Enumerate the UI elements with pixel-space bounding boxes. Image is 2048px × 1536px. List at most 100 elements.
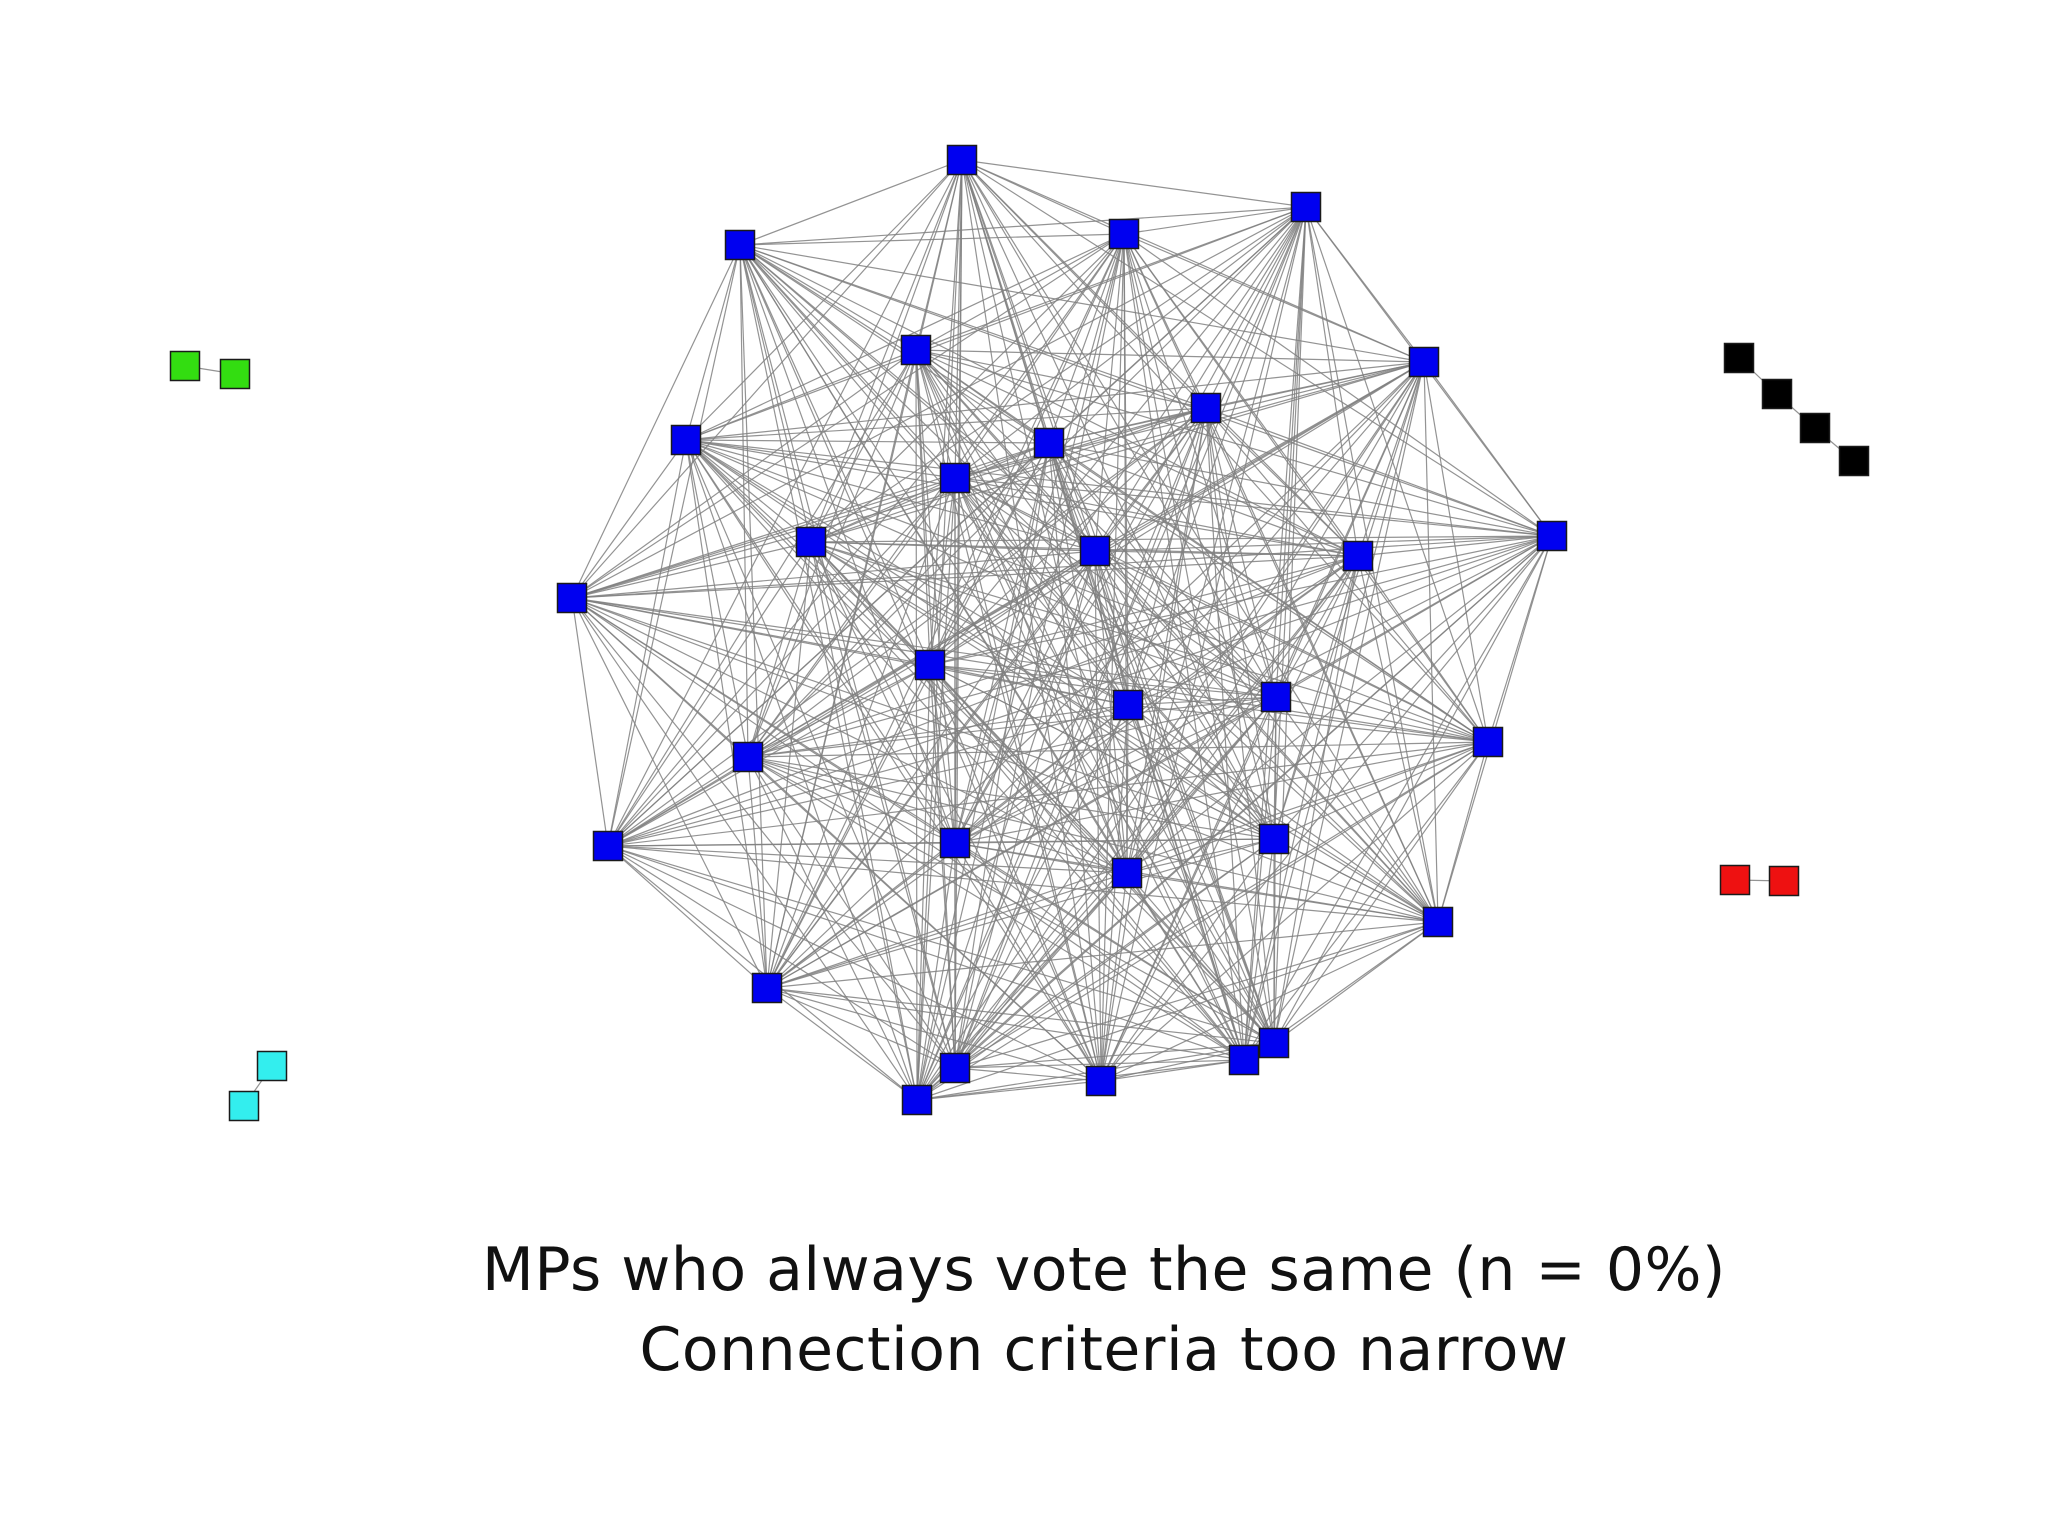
main-cluster-edge (1123, 206, 1307, 235)
main-cluster-edge (1048, 233, 1125, 444)
main-cluster-edge (954, 842, 1245, 1061)
main-cluster-edge (916, 206, 1307, 1101)
main-cluster-edge (1273, 555, 1359, 1044)
main-cluster-edge (607, 704, 1129, 847)
main-cluster-edge (1205, 407, 1275, 840)
main-cluster-edge (929, 535, 1553, 666)
main-cluster-edge (685, 349, 917, 441)
main-cluster-edge (739, 244, 1439, 923)
main-cluster-edge (1100, 741, 1489, 1082)
main-cluster-edge (1205, 407, 1553, 537)
main-cluster-edge (739, 244, 812, 543)
main-cluster-edge (929, 206, 1307, 666)
main-cluster-edge (1357, 361, 1425, 557)
main-cluster-edge (571, 244, 741, 599)
main-cluster-edge (810, 535, 1553, 543)
main-cluster-edge (685, 244, 741, 441)
main-cluster-edge (915, 349, 956, 1069)
main-cluster-edge (810, 541, 1439, 923)
main-cluster-edge (954, 550, 1096, 1069)
main-cluster-edge (954, 535, 1553, 1069)
main-cluster-node (795, 526, 827, 558)
main-cluster-node (670, 424, 702, 456)
main-cluster-edge (685, 159, 963, 441)
main-cluster-edge (1205, 407, 1439, 923)
main-cluster-edge (1423, 361, 1439, 923)
cyan-pair-node (228, 1090, 260, 1122)
main-cluster-edge (961, 159, 1307, 208)
main-cluster-edge (929, 664, 1129, 706)
main-cluster-edge (954, 361, 1425, 844)
main-cluster-edge (916, 442, 1050, 1101)
main-cluster-node (939, 827, 971, 859)
black-chain-node (1723, 342, 1755, 374)
main-cluster-edge (685, 439, 956, 479)
main-cluster-edge (685, 439, 1553, 537)
main-cluster-edge (954, 838, 1275, 844)
main-cluster-edge (1094, 535, 1553, 552)
main-cluster-edge (810, 541, 956, 844)
main-cluster-edge (607, 845, 1275, 1044)
main-cluster-edge (1048, 442, 1275, 840)
main-cluster-node (1258, 823, 1290, 855)
main-cluster-edge (571, 407, 1207, 599)
main-cluster-edge (1126, 838, 1275, 874)
main-cluster-edge (747, 756, 1102, 1082)
main-cluster-edge (607, 233, 1125, 847)
main-cluster-node (1033, 427, 1065, 459)
main-cluster-edge (1243, 206, 1307, 1061)
main-cluster-edge (571, 159, 963, 599)
main-cluster-edge (1094, 233, 1125, 552)
main-cluster-edge (1123, 233, 1128, 874)
main-cluster-edge (916, 1059, 1245, 1101)
main-cluster-edge (954, 477, 1275, 840)
main-cluster-node (1290, 191, 1322, 223)
main-cluster-edge (571, 597, 1275, 1044)
main-cluster-edge (810, 541, 1275, 1044)
main-cluster-edge (766, 987, 1245, 1061)
main-cluster-edge (1243, 696, 1277, 1061)
main-cluster-edge (954, 921, 1439, 1069)
main-cluster-edge (1126, 741, 1489, 874)
main-cluster-edge (954, 477, 1489, 743)
main-cluster-edge (810, 477, 956, 543)
main-cluster-edge (1100, 407, 1207, 1082)
main-cluster-edge (747, 756, 1439, 923)
main-cluster-edge (766, 349, 917, 989)
black-chain-node (1799, 412, 1831, 444)
main-cluster-edge (954, 361, 1425, 1069)
main-cluster-edge (929, 550, 1096, 666)
main-cluster-edge (1100, 361, 1425, 1082)
main-cluster-edge (571, 349, 917, 599)
main-cluster-node (1108, 218, 1140, 250)
main-cluster-edge (916, 664, 931, 1101)
main-cluster-edge (685, 439, 1275, 1044)
main-cluster-node (592, 830, 624, 862)
main-cluster-edge (766, 987, 918, 1101)
main-cluster-edge (954, 442, 1050, 479)
main-cluster-edge (747, 756, 768, 989)
main-cluster-edge (1275, 696, 1439, 923)
main-cluster-edge (954, 477, 1439, 923)
main-cluster-edge (766, 477, 956, 989)
main-cluster-edge (766, 442, 1050, 989)
main-cluster-edge (739, 244, 956, 1069)
main-cluster-edge (766, 987, 956, 1069)
main-cluster-edge (915, 349, 1207, 409)
main-cluster-edge (766, 987, 1275, 1044)
main-cluster-node (1472, 726, 1504, 758)
main-cluster-edge (571, 597, 768, 989)
main-cluster-edge (916, 555, 1359, 1101)
main-cluster-edge (1126, 872, 1245, 1061)
main-cluster-edge (766, 872, 1128, 989)
main-cluster-edge (685, 439, 1050, 444)
main-cluster-edge (747, 233, 1125, 758)
main-cluster-edge (607, 696, 1277, 847)
main-cluster-edge (1048, 442, 1553, 537)
main-cluster-edge (1423, 361, 1489, 743)
main-cluster-edge (1205, 407, 1359, 557)
main-cluster-edge (739, 244, 768, 989)
main-cluster-edge (954, 1067, 1102, 1082)
main-cluster-edge (685, 439, 768, 989)
